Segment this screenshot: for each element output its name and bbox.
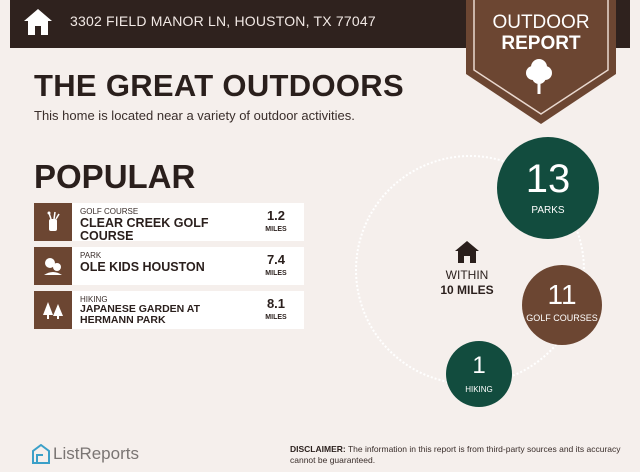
item-name: CLEAR CREEK GOLF COURSE	[80, 217, 209, 241]
disclaimer-label: DISCLAIMER:	[290, 444, 346, 454]
property-address: 3302 FIELD MANOR LN, HOUSTON, TX 77047	[70, 13, 376, 29]
item-category: HIKING	[80, 295, 108, 304]
disclaimer: DISCLAIMER: The information in this repo…	[290, 444, 630, 466]
within-radius: 10 MILES	[440, 283, 494, 297]
parks-count-bubble: 13 PARKS	[497, 137, 599, 239]
disclaimer-text: The information in this report is from t…	[290, 444, 621, 465]
badge-title: OUTDOOR REPORT	[466, 12, 616, 54]
item-category: PARK	[80, 251, 102, 260]
item-category: GOLF COURSE	[80, 207, 139, 216]
stat-label: HIKING	[465, 385, 493, 394]
item-distance-unit: MILES	[265, 270, 287, 277]
popular-heading: POPULAR	[34, 158, 196, 195]
home-icon	[24, 9, 52, 35]
stat-label: PARKS	[531, 205, 565, 216]
park-icon	[34, 247, 72, 285]
golf-count-bubble: 11 GOLF COURSES	[522, 265, 602, 345]
page-subtitle: This home is located near a variety of o…	[34, 108, 355, 123]
badge-line-2: REPORT	[501, 33, 581, 54]
listreports-logo: ListReports	[32, 443, 139, 465]
stat-value: 1	[472, 352, 486, 379]
item-distance: 8.1	[266, 296, 286, 311]
item-distance: 7.4	[266, 252, 286, 267]
item-distance: 1.2	[266, 208, 286, 223]
list-item: PARK OLE KIDS HOUSTON 7.4 MILES	[34, 247, 304, 285]
hiking-count-bubble: 1 HIKING	[446, 341, 512, 407]
list-item: HIKING JAPANESE GARDEN AT HERMANN PARK 8…	[34, 291, 304, 329]
item-name: JAPANESE GARDEN AT HERMANN PARK	[80, 304, 200, 326]
stat-value: 11	[547, 279, 577, 310]
logo-text: ListReports	[53, 444, 139, 463]
item-distance-unit: MILES	[265, 314, 287, 321]
badge-line-1: OUTDOOR	[492, 12, 590, 33]
trees-icon	[34, 291, 72, 329]
list-item: GOLF COURSE CLEAR CREEK GOLF COURSE 1.2 …	[34, 203, 304, 241]
within-label: WITHIN	[445, 268, 489, 282]
logo-icon	[32, 444, 50, 464]
golf-bag-icon	[34, 203, 72, 241]
stat-label: GOLF COURSES	[526, 313, 598, 323]
home-icon	[455, 241, 479, 263]
item-distance-unit: MILES	[265, 226, 287, 233]
item-name: OLE KIDS HOUSTON	[80, 261, 205, 274]
stat-value: 13	[525, 157, 571, 201]
tree-icon	[526, 59, 552, 94]
popular-list: GOLF COURSE CLEAR CREEK GOLF COURSE 1.2 …	[34, 203, 304, 335]
page-title: THE GREAT OUTDOORS	[34, 68, 404, 103]
